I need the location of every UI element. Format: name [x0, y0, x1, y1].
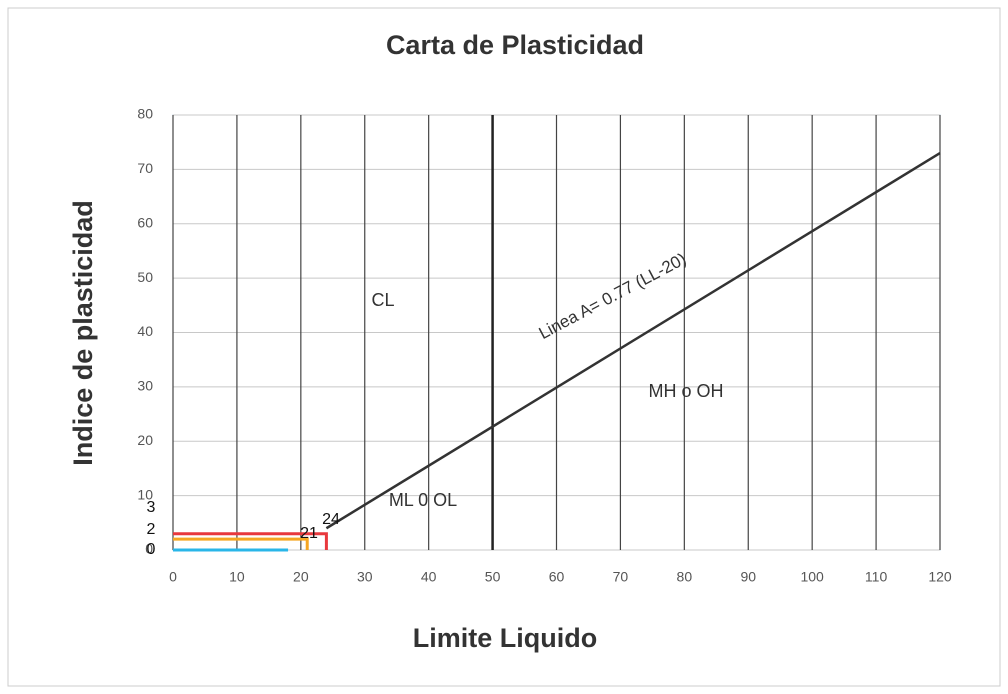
x-tick-label: 40 — [421, 569, 437, 585]
region-label: ML 0 OL — [389, 490, 457, 510]
x-tick-label: 0 — [169, 569, 177, 585]
sample-ll-label: 21 — [300, 525, 318, 542]
y-tick-label: 70 — [137, 160, 153, 176]
y-tick-label: 40 — [137, 323, 153, 339]
x-tick-label: 20 — [293, 569, 309, 585]
region-label: MH o OH — [648, 381, 723, 401]
x-tick-label: 110 — [865, 569, 888, 585]
x-tick-label: 80 — [677, 569, 693, 585]
sample-line — [173, 532, 328, 550]
y-tick-label: 20 — [137, 432, 153, 448]
x-axis-label: Limite Liquido — [413, 623, 597, 653]
chart-title: Carta de Plasticidad — [386, 30, 644, 60]
x-tick-label: 70 — [613, 569, 629, 585]
y-axis-label: Indice de plasticidad — [68, 200, 98, 466]
x-tick-label: 10 — [229, 569, 245, 585]
x-tick-label: 90 — [740, 569, 756, 585]
y-tick-label: 0 — [145, 541, 153, 557]
a-line — [325, 151, 941, 530]
y-tick-label: 50 — [137, 269, 153, 285]
x-tick-label: 60 — [549, 569, 565, 585]
x-tick-label: 120 — [928, 569, 952, 585]
y-tick-label: 60 — [137, 214, 153, 230]
sample-line — [173, 537, 309, 550]
sample-ll-label: 24 — [322, 511, 340, 528]
sample-pi-label: 3 — [147, 499, 156, 516]
region-label: CL — [371, 290, 394, 310]
y-tick-label: 80 — [137, 106, 153, 122]
x-tick-label: 100 — [800, 569, 824, 585]
x-tick-label: 30 — [357, 569, 373, 585]
sample-pi-label: 2 — [147, 521, 156, 538]
y-tick-label: 30 — [137, 378, 153, 394]
x-tick-label: 50 — [485, 569, 501, 585]
sample-pi-label: 0 — [147, 541, 156, 558]
y-tick-label: 10 — [137, 486, 153, 502]
